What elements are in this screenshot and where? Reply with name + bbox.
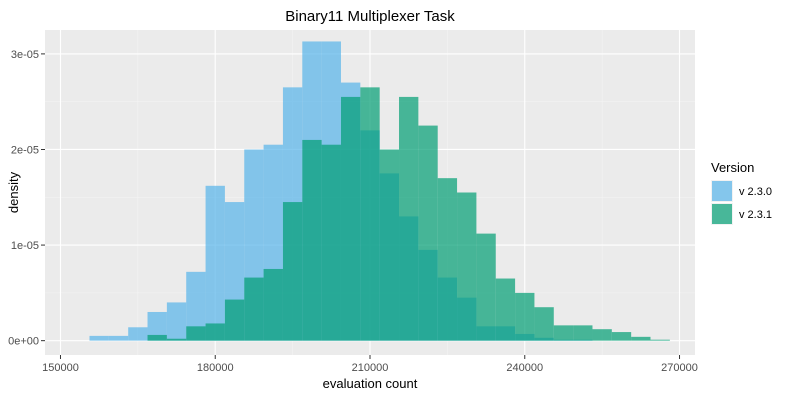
histogram-bar xyxy=(592,329,612,341)
x-tick-label: 240000 xyxy=(506,362,543,374)
legend-label: v 2.3.0 xyxy=(739,186,772,198)
histogram-bar xyxy=(534,307,554,341)
histogram-bar xyxy=(650,339,670,341)
histogram-bar xyxy=(418,125,438,341)
histogram-bar xyxy=(476,233,496,341)
x-axis-title: evaluation count xyxy=(323,376,418,391)
histogram-bar xyxy=(379,149,400,341)
histogram-bar xyxy=(147,334,167,341)
histogram-bar xyxy=(244,277,264,341)
histogram-bar xyxy=(166,302,187,341)
y-axis-title: density xyxy=(6,171,21,213)
histogram-bar xyxy=(108,335,129,341)
x-tick-label: 270000 xyxy=(661,362,698,374)
chart-title: Binary11 Multiplexer Task xyxy=(285,8,455,25)
x-tick-label: 180000 xyxy=(197,362,234,374)
histogram-bar xyxy=(553,325,574,341)
legend-title: Version xyxy=(711,160,754,175)
x-tick-label: 210000 xyxy=(352,362,389,374)
histogram-bar xyxy=(495,278,516,341)
histogram-bar xyxy=(457,192,477,341)
histogram-bar xyxy=(89,335,109,341)
histogram-bar xyxy=(282,202,303,341)
histogram-bar xyxy=(573,325,593,341)
histogram-bar xyxy=(631,336,651,341)
histogram-bar xyxy=(399,96,419,341)
histogram-bar xyxy=(205,323,225,341)
x-tick-label: 150000 xyxy=(42,362,79,374)
histogram-bar xyxy=(515,292,535,341)
legend-label: v 2.3.1 xyxy=(739,209,772,221)
histogram-bar xyxy=(611,332,632,341)
histogram-bar xyxy=(437,178,458,341)
legend-swatch xyxy=(712,181,732,201)
series-2 xyxy=(147,87,670,341)
histogram-bar xyxy=(166,338,187,341)
histogram-bar xyxy=(128,327,148,341)
histogram-bar xyxy=(302,139,322,341)
histogram-bar xyxy=(360,87,380,341)
histogram-bar xyxy=(186,326,206,341)
legend-swatch xyxy=(712,204,732,224)
y-tick-label: 3e-05 xyxy=(11,49,39,61)
histogram-bar xyxy=(321,144,341,341)
y-tick-label: 0e+00 xyxy=(8,336,39,348)
histogram-bar xyxy=(205,185,225,341)
y-tick-label: 2e-05 xyxy=(11,144,39,156)
histogram-bar xyxy=(224,299,245,341)
histogram-bar xyxy=(340,96,361,341)
histogram-bar xyxy=(147,311,167,341)
histogram-bar xyxy=(263,268,283,341)
histogram-bar xyxy=(186,271,206,341)
y-tick-label: 1e-05 xyxy=(11,240,39,252)
